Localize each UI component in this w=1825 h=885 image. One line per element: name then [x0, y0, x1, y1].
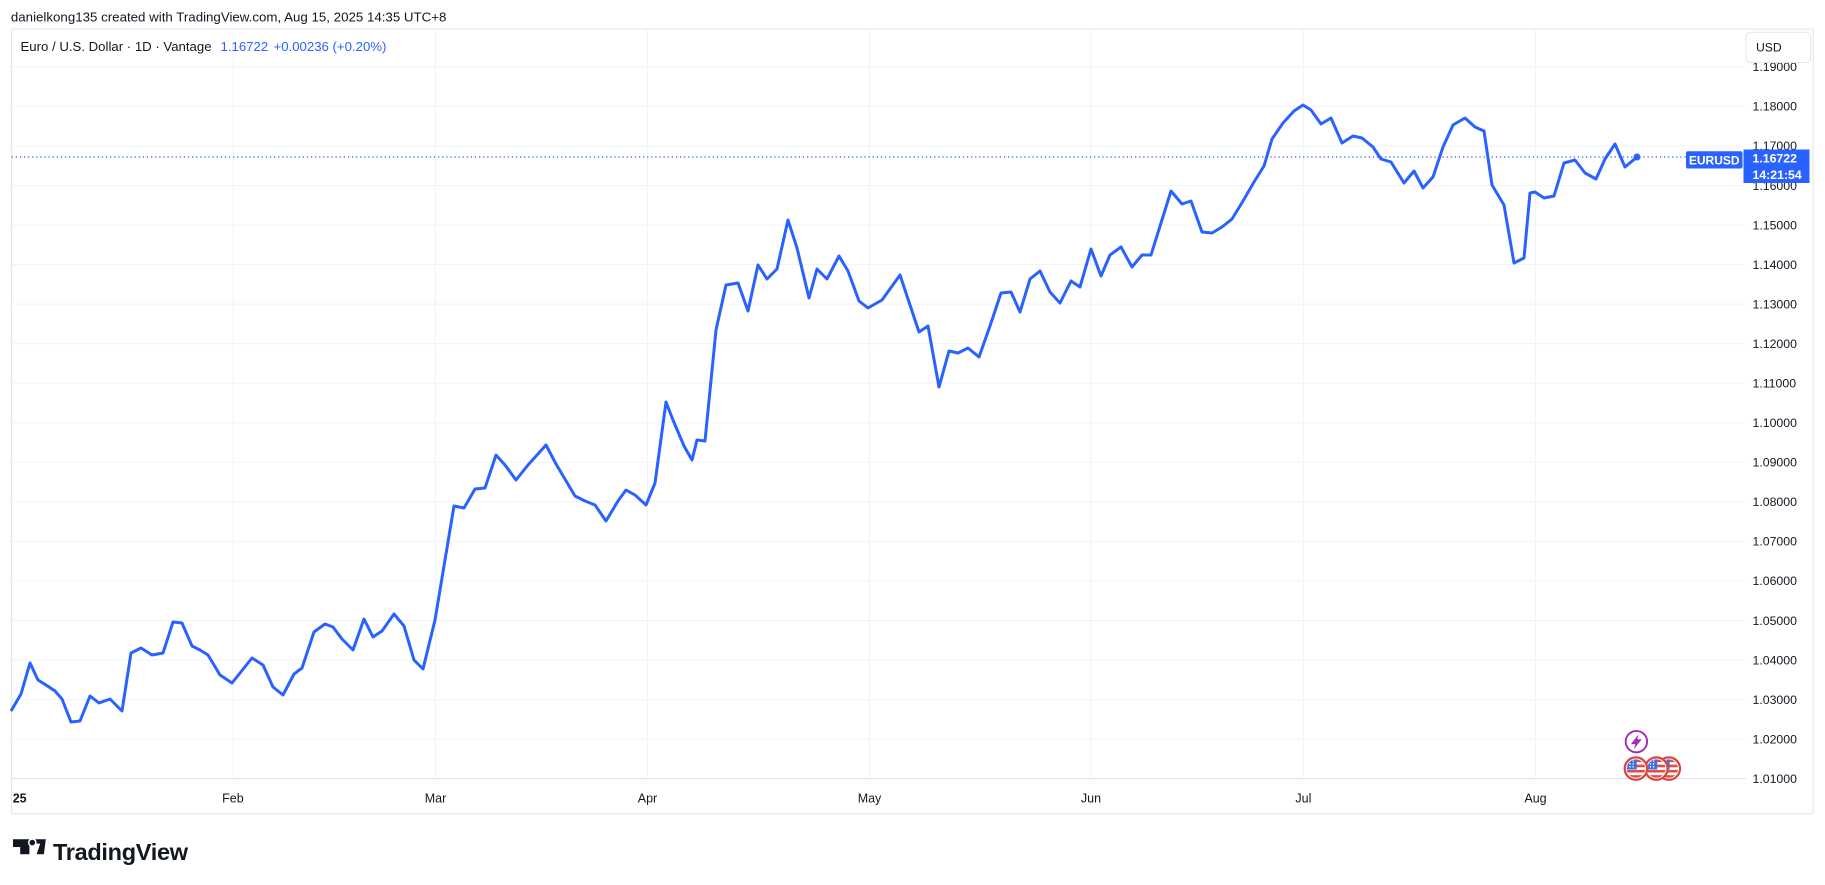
svg-text:Jun: Jun [1081, 792, 1101, 806]
svg-text:1.09000: 1.09000 [1753, 456, 1798, 470]
svg-text:Aug: Aug [1524, 792, 1546, 806]
svg-text:1.10000: 1.10000 [1753, 416, 1798, 430]
svg-text:danielkong135 created with Tra: danielkong135 created with TradingView.c… [11, 10, 447, 25]
svg-text:1.06000: 1.06000 [1753, 574, 1798, 588]
svg-text:Euro / U.S. Dollar · 1D · Vant: Euro / U.S. Dollar · 1D · Vantage [21, 39, 212, 54]
svg-text:1.16722: 1.16722 [221, 39, 269, 54]
svg-text:1.11000: 1.11000 [1753, 377, 1797, 391]
svg-text:TradingView: TradingView [53, 839, 189, 865]
svg-text:+0.00236 (+0.20%): +0.00236 (+0.20%) [274, 39, 387, 54]
svg-text:1.03000: 1.03000 [1753, 693, 1798, 707]
svg-text:25: 25 [13, 792, 27, 806]
svg-text:14:21:54: 14:21:54 [1753, 168, 1802, 182]
svg-text:1.15000: 1.15000 [1753, 218, 1798, 232]
svg-text:1.19000: 1.19000 [1753, 60, 1798, 74]
svg-text:1.07000: 1.07000 [1753, 535, 1798, 549]
svg-text:Jul: Jul [1295, 792, 1311, 806]
svg-text:USD: USD [1756, 41, 1782, 55]
svg-text:EURUSD: EURUSD [1689, 153, 1740, 167]
svg-text:1.14000: 1.14000 [1753, 258, 1798, 272]
svg-text:Mar: Mar [425, 792, 447, 806]
svg-text:1.02000: 1.02000 [1753, 732, 1798, 746]
svg-text:1.05000: 1.05000 [1753, 614, 1798, 628]
svg-text:Apr: Apr [638, 792, 657, 806]
svg-text:1.18000: 1.18000 [1753, 100, 1798, 114]
svg-text:May: May [858, 792, 882, 806]
svg-text:1.08000: 1.08000 [1753, 495, 1798, 509]
svg-text:1.04000: 1.04000 [1753, 653, 1798, 667]
svg-text:1.12000: 1.12000 [1753, 337, 1798, 351]
svg-text:1.01000: 1.01000 [1753, 772, 1798, 786]
svg-text:1.16722: 1.16722 [1753, 152, 1798, 166]
svg-text:Feb: Feb [222, 792, 244, 806]
svg-text:1.13000: 1.13000 [1753, 297, 1798, 311]
